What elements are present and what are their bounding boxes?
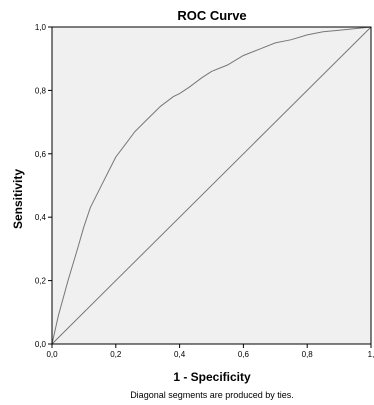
x-tick-label: 0,0 (46, 350, 58, 359)
y-tick-label: 0,6 (35, 150, 47, 159)
x-tick-label: 0,2 (110, 350, 122, 359)
chart-title: ROC Curve (177, 8, 246, 23)
y-tick-label: 0,4 (35, 213, 47, 222)
x-axis: 0,0 0,2 0,4 0,6 0,8 1, (46, 344, 374, 359)
y-axis-label: Sensitivity (11, 169, 25, 229)
y-axis: 0,0 0,2 0,4 0,6 0,8 1,0 (35, 23, 52, 349)
x-tick-label: 0,8 (302, 350, 314, 359)
x-tick-label: 0,4 (174, 350, 186, 359)
plot-frame (51, 26, 372, 345)
x-tick-label: 0,6 (238, 350, 250, 359)
roc-curve-line (51, 26, 372, 345)
y-tick-label: 1,0 (35, 23, 47, 32)
reference-diagonal-line (51, 26, 372, 345)
y-tick-label: 0,8 (35, 86, 47, 95)
footnote: Diagonal segments are produced by ties. (130, 390, 294, 400)
y-tick-label: 0,2 (35, 277, 47, 286)
series-layer (51, 26, 372, 345)
y-tick-label: 0,0 (35, 340, 47, 349)
x-axis-label: 1 - Specificity (173, 370, 251, 384)
x-tick-label: 1, (368, 350, 374, 359)
